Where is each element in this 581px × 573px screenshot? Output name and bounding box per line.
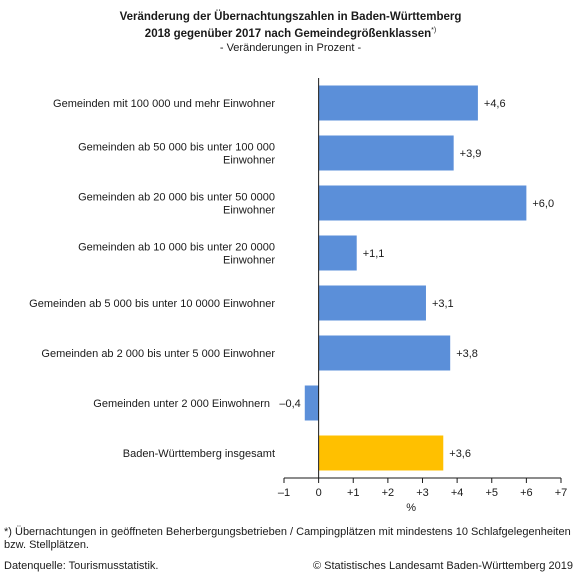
footnote-marker: *) — [431, 27, 437, 34]
data-source: Datenquelle: Tourismusstatistik. — [4, 560, 159, 572]
value-label-4: +3,1 — [432, 298, 454, 310]
chart-title-line-1: Veränderung der Übernachtungszahlen in B… — [119, 11, 462, 23]
bar-1 — [318, 135, 454, 171]
x-axis-label: % — [406, 502, 416, 514]
category-label-1-line-1: Einwohner — [223, 155, 275, 167]
chart-title-line-2: 2018 gegenüber 2017 nach Gemeindegrößenk… — [0, 24, 581, 41]
category-label-6: Gemeinden unter 2 000 Einwohnern — [93, 398, 270, 410]
bar-3 — [318, 235, 357, 271]
x-tick-label-0: –1 — [278, 487, 290, 499]
chart-subtitle: - Veränderungen in Prozent - — [219, 41, 362, 54]
chart-title-line-2-text: 2018 gegenüber 2017 nach Gemeindegrößenk… — [144, 27, 432, 40]
bar-2 — [318, 185, 527, 221]
category-label-2-line-1: Einwohner — [223, 205, 275, 217]
category-label-0: Gemeinden mit 100 000 und mehr Einwohner — [53, 98, 275, 110]
category-label-7: Baden-Württemberg insgesamt — [123, 448, 275, 460]
x-tick-label-4: +3 — [416, 487, 429, 499]
x-tick-label-1: 0 — [316, 487, 322, 499]
chart-title-block: Veränderung der Übernachtungszahlen in B… — [0, 10, 581, 55]
copyright: © Statistisches Landesamt Baden-Württemb… — [312, 560, 573, 572]
category-label-1-line-0: Gemeinden ab 50 000 bis unter 100 000 — [78, 142, 275, 154]
value-label-6: –0,4 — [279, 398, 300, 410]
bar-6 — [304, 385, 319, 421]
value-label-5: +3,8 — [456, 348, 478, 360]
value-label-7: +3,6 — [449, 448, 471, 460]
x-tick-label-8: +7 — [555, 487, 568, 499]
value-label-0: +4,6 — [484, 98, 506, 110]
x-tick-label-3: +2 — [382, 487, 395, 499]
x-tick-label-2: +1 — [347, 487, 360, 499]
x-tick-label-5: +4 — [451, 487, 464, 499]
category-label-5: Gemeinden ab 2 000 bis unter 5 000 Einwo… — [41, 348, 275, 360]
x-tick-label-6: +5 — [485, 487, 498, 499]
bar-5 — [318, 335, 451, 371]
bar-7 — [318, 435, 444, 471]
value-label-1: +3,9 — [460, 148, 482, 160]
x-tick-label-7: +6 — [520, 487, 533, 499]
bar-0 — [318, 85, 478, 121]
category-label-2-line-0: Gemeinden ab 20 000 bis unter 50 0000 — [78, 192, 275, 204]
category-label-3-line-1: Einwohner — [223, 255, 275, 267]
value-label-2: +6,0 — [532, 198, 554, 210]
footnote: *) Übernachtungen in geöffneten Beherber… — [4, 526, 571, 551]
category-label-3-line-0: Gemeinden ab 10 000 bis unter 20 0000 — [78, 242, 275, 254]
bar-4 — [318, 285, 426, 321]
category-label-4: Gemeinden ab 5 000 bis unter 10 0000 Ein… — [29, 298, 275, 310]
value-label-3: +1,1 — [363, 248, 385, 260]
bar-chart: Gemeinden mit 100 000 und mehr Einwohner… — [29, 78, 568, 514]
